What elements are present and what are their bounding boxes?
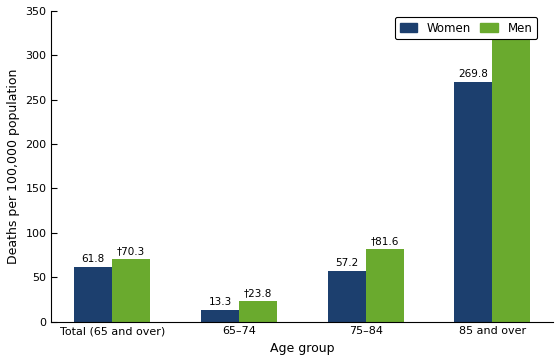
X-axis label: Age group: Age group xyxy=(270,342,334,355)
Bar xyxy=(201,310,239,322)
Text: 61.8: 61.8 xyxy=(82,254,105,264)
Bar xyxy=(239,300,277,322)
Legend: Women, Men: Women, Men xyxy=(395,17,537,39)
Text: †70.3: †70.3 xyxy=(117,247,146,257)
Y-axis label: Deaths per 100,000 population: Deaths per 100,000 population xyxy=(7,69,20,264)
Text: 269.8: 269.8 xyxy=(458,70,488,80)
Bar xyxy=(74,267,113,322)
Text: 57.2: 57.2 xyxy=(335,258,358,268)
Text: †81.6: †81.6 xyxy=(370,236,399,247)
Text: †23.8: †23.8 xyxy=(244,288,272,298)
Bar xyxy=(328,271,366,322)
Bar xyxy=(113,259,150,322)
Text: 13.3: 13.3 xyxy=(208,297,232,307)
Text: †329.6: †329.6 xyxy=(494,16,529,26)
Bar xyxy=(492,29,530,322)
Bar xyxy=(454,82,492,322)
Bar xyxy=(366,249,404,322)
